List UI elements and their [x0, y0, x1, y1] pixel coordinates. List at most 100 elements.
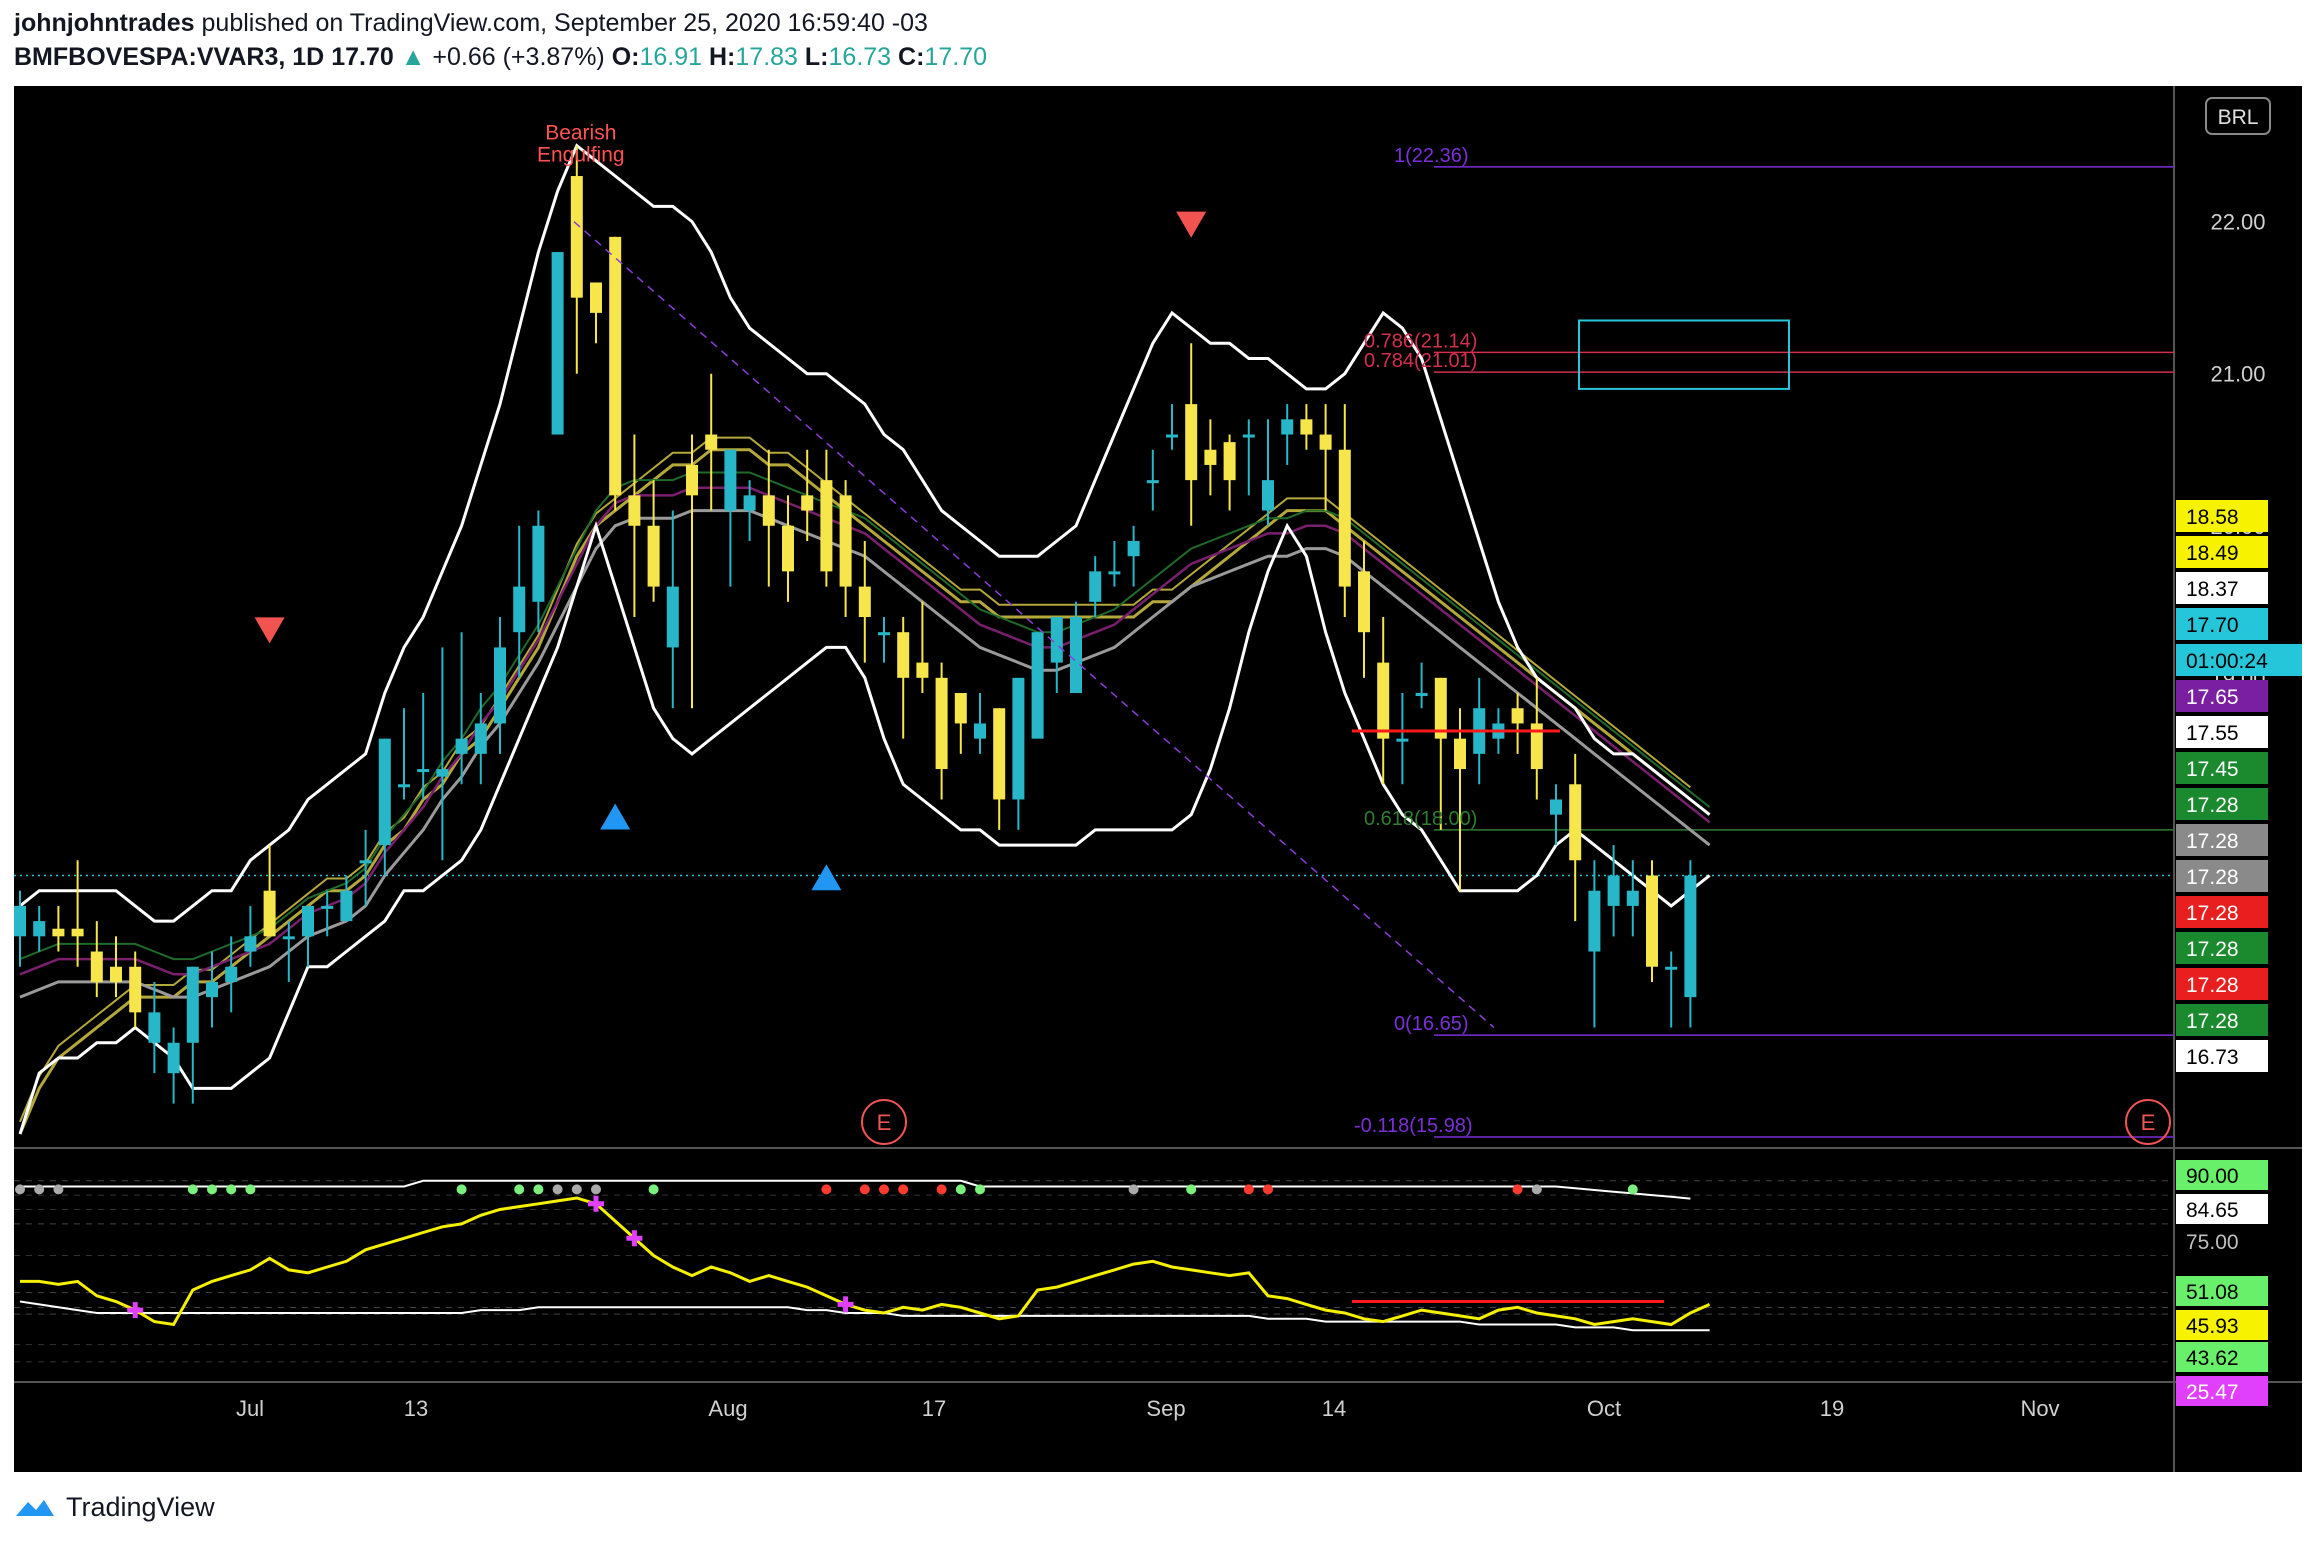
candle-body: [935, 677, 948, 770]
candle-body: [14, 905, 26, 937]
candle-body: [1550, 799, 1562, 815]
price-axis-tag-label: 17.70: [2186, 614, 2239, 637]
price-axis-tag-label: 17.45: [2186, 758, 2239, 781]
close-value: 17.70: [924, 43, 987, 71]
fib-level-label: 0.618(18.00): [1364, 808, 1477, 830]
price-axis-tag-label: 17.28: [2186, 866, 2239, 889]
price-axis-tag-label: 17.55: [2186, 722, 2239, 745]
sell-signal-icon: [1176, 211, 1207, 238]
signal-dot: [591, 1184, 601, 1195]
candle-body: [551, 252, 564, 435]
signal-dot: [533, 1184, 544, 1195]
price-axis-tag-label: 17.28: [2186, 938, 2239, 961]
rsi-axis-tag: [2176, 1194, 2268, 1224]
candle-body: [52, 928, 65, 937]
open-label: O:: [611, 43, 640, 71]
author-name[interactable]: johnjohntrades: [14, 9, 195, 37]
earnings-marker-icon: [861, 1099, 907, 1145]
candle-body: [1242, 434, 1255, 438]
rsi-axis-tag: [2176, 1310, 2268, 1340]
signal-dot: [1263, 1184, 1273, 1195]
candle-body: [1012, 677, 1025, 800]
candle-body: [282, 936, 295, 940]
chart-header: johnjohntrades published on TradingView.…: [14, 6, 987, 74]
trend-line: [573, 221, 1495, 1029]
time-tick-label: Jul: [236, 1396, 264, 1421]
rsi-axis-tag-label: 45.93: [2186, 1315, 2239, 1338]
price-tick-label: 21.00: [2210, 362, 2265, 387]
candle-body: [820, 480, 833, 572]
rsi-axis-tag-label: 90.00: [2186, 1165, 2239, 1188]
candle-body: [474, 723, 487, 754]
signal-dot: [1186, 1184, 1197, 1195]
low-label: L:: [804, 43, 829, 71]
low-value: 16.73: [828, 43, 892, 71]
candle-body: [532, 525, 545, 602]
signal-dot: [1512, 1184, 1523, 1195]
fib-level-label: 0.784(21.01): [1364, 350, 1477, 372]
candle-body: [916, 662, 929, 678]
time-tick-label: Nov: [2020, 1396, 2059, 1421]
candle-body: [1050, 617, 1063, 663]
candle-body: [743, 495, 756, 511]
time-tick-label: 13: [404, 1396, 428, 1421]
candle-body: [993, 708, 1006, 800]
rsi-line: [20, 1196, 1711, 1327]
price-axis-tag: [2176, 536, 2268, 568]
price-axis-tag: [2176, 680, 2268, 712]
candle-body: [71, 928, 84, 937]
candle-body: [455, 738, 468, 754]
price-axis-tag-label: 17.28: [2186, 1010, 2239, 1033]
candle-body: [1262, 480, 1274, 511]
pattern-label: Bearish: [545, 122, 616, 145]
candle-body: [359, 860, 372, 864]
price-axis-tag-label: 16.73: [2186, 1046, 2239, 1069]
candle-body: [609, 236, 622, 496]
signal-dot: [648, 1184, 659, 1195]
tradingview-brand[interactable]: TradingView: [66, 1491, 215, 1522]
high-value: 17.83: [735, 43, 798, 71]
candle-body: [647, 525, 660, 587]
signal-dot: [53, 1184, 64, 1195]
candle-body: [398, 784, 410, 788]
bollinger-upper: [19, 143, 1711, 923]
rsi-axis-tag: [2176, 1276, 2268, 1306]
price-axis-tag-label: 17.28: [2186, 830, 2239, 853]
chart-area[interactable]: 1(22.36) 0.786(21.14) 0.784(21.01) 0.618(18…: [14, 86, 2302, 1472]
candle-body: [1127, 540, 1140, 557]
candle-body: [378, 738, 391, 846]
candle-body: [110, 966, 122, 982]
signal-dot: [456, 1184, 467, 1195]
fib-level-label: 1(22.36): [1394, 145, 1469, 167]
price-axis-tag: [2176, 824, 2268, 856]
candle-body: [1646, 875, 1658, 967]
candle-body: [1031, 632, 1044, 739]
signal-dot: [1531, 1184, 1542, 1195]
price-axis-tag-label: 17.28: [2186, 794, 2239, 817]
candle-body: [1454, 738, 1466, 770]
oversold-cross-icon: [626, 1230, 643, 1247]
candle-body: [206, 981, 218, 998]
signal-dot: [936, 1184, 947, 1195]
chart-canvas[interactable]: 1(22.36) 0.786(21.14)0.784(21.01) 0.618(18…: [14, 86, 2302, 1472]
rsi-axis-tag-label: 43.62: [2186, 1347, 2239, 1370]
candle-body: [1146, 480, 1159, 484]
published-text: published on TradingView.com, September …: [194, 9, 928, 37]
oversold-cross-icon: [837, 1296, 854, 1313]
price-axis-tag: [2176, 860, 2268, 892]
time-tick-label: Oct: [1587, 1396, 1621, 1421]
candle-body: [1319, 434, 1332, 450]
candle-body: [1338, 449, 1351, 587]
buy-signal-icon: [811, 864, 842, 891]
candle-body: [724, 449, 737, 511]
rsi-axis-tag: [2176, 1226, 2268, 1256]
candle-body: [1684, 875, 1697, 998]
symbol-label[interactable]: BMFBOVESPA:VVAR3, 1D: [14, 43, 325, 71]
price-axis-tag-label: 18.37: [2186, 578, 2239, 601]
candle-body: [1089, 571, 1102, 602]
price-axis-tag-label: 17.65: [2186, 686, 2239, 709]
candle-body: [839, 495, 852, 587]
price-axis-tag: [2176, 644, 2302, 676]
rsi-axis-tag-label: 25.47: [2186, 1381, 2239, 1404]
price-axis-tag-label: 01:00:24: [2186, 650, 2268, 673]
